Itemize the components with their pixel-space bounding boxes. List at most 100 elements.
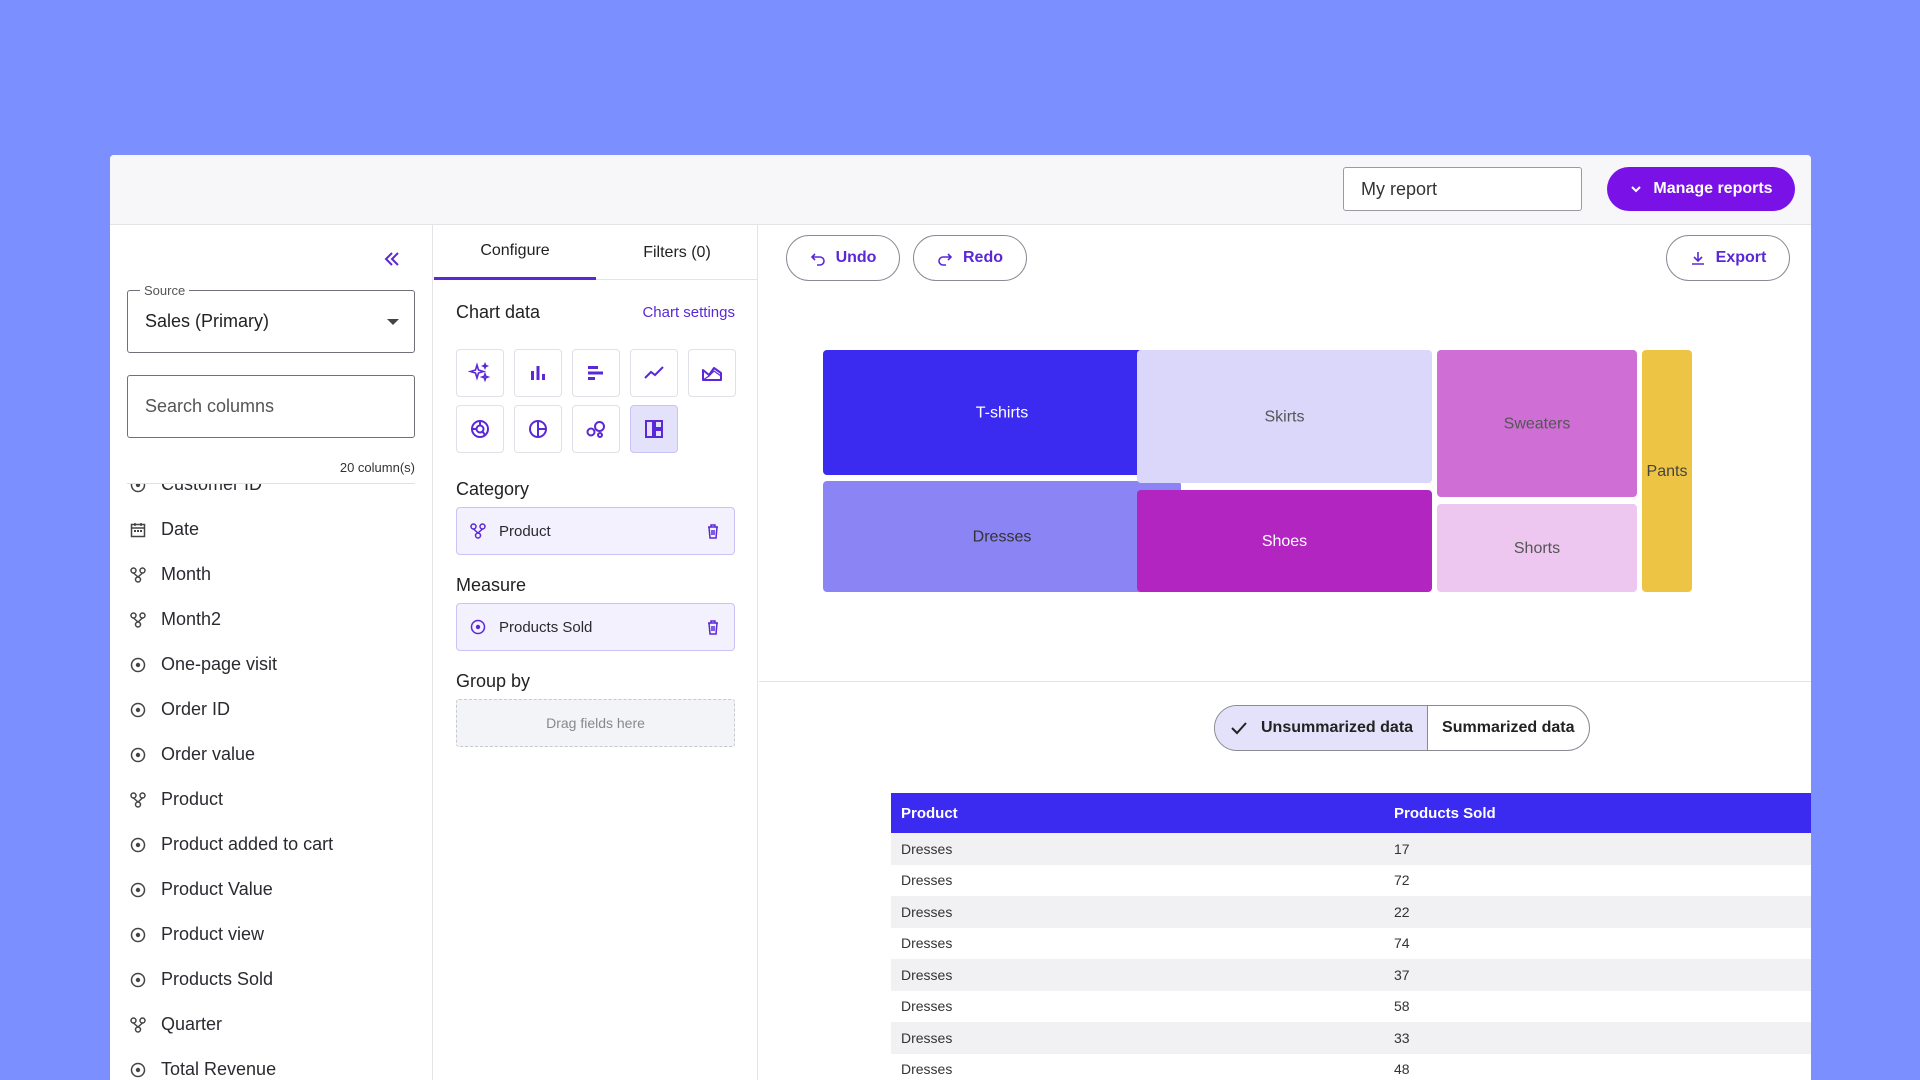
column-item[interactable]: Order ID (127, 687, 415, 732)
column-item-label: Quarter (161, 1014, 223, 1034)
table-row[interactable]: Dresses 17 (891, 833, 1811, 865)
chart-type-horizontal-bar[interactable] (572, 349, 620, 397)
column-item[interactable]: Product (127, 777, 415, 822)
column-item[interactable]: Product Value (127, 867, 415, 912)
data-table: Product Products Sold Dresses 17 Dresses 72… (891, 793, 1811, 1080)
table-row[interactable]: Dresses 33 (891, 1022, 1811, 1054)
treemap-tile-t-shirts[interactable]: T-shirts (823, 350, 1181, 475)
column-item-label: Total Revenue (161, 1059, 277, 1079)
report-name-input[interactable]: My report (1343, 167, 1582, 211)
table-header: Product Products Sold (891, 793, 1811, 833)
cell-products-sold: 22 (1394, 903, 1410, 920)
search-columns-input[interactable]: Search columns (127, 375, 415, 438)
summarized-data-button[interactable]: Summarized data (1428, 706, 1588, 750)
treemap-tile-sweaters[interactable]: Sweaters (1437, 350, 1637, 497)
table-row[interactable]: Dresses 58 (891, 991, 1811, 1023)
check-icon (1231, 722, 1247, 735)
column-item[interactable]: Month (127, 552, 415, 597)
column-list-items: Customer ID Date Month Month2 One-page visit… (127, 483, 415, 1080)
header-products-sold[interactable]: Products Sold (1394, 804, 1496, 822)
chart-settings-link[interactable]: Chart settings (642, 304, 735, 321)
table-row[interactable]: Dresses 22 (891, 896, 1811, 928)
column-item[interactable]: One-page visit (127, 642, 415, 687)
export-button[interactable]: Export (1666, 235, 1790, 281)
undo-button[interactable]: Undo (786, 235, 900, 281)
measure-icon (129, 701, 147, 719)
dimension-icon (129, 791, 147, 809)
column-item[interactable]: Product added to cart (127, 822, 415, 867)
treemap-tile-skirts[interactable]: Skirts (1137, 350, 1432, 483)
trash-icon[interactable] (704, 522, 722, 540)
table-row[interactable]: Dresses 72 (891, 865, 1811, 897)
treemap-tile-label: Shoes (1262, 533, 1307, 550)
summarized-label: Summarized data (1442, 719, 1575, 736)
measure-field-chip[interactable]: Products Sold (456, 603, 735, 651)
redo-button[interactable]: Redo (913, 235, 1027, 281)
chart-type-auto[interactable] (456, 349, 504, 397)
treemap-tile-rect[interactable] (1642, 350, 1692, 592)
cell-product: Dresses (901, 998, 953, 1015)
column-item[interactable]: Products Sold (127, 957, 415, 1002)
column-item[interactable]: Order value (127, 732, 415, 777)
cell-products-sold: 48 (1394, 1061, 1410, 1078)
chart-type-pie[interactable] (514, 405, 562, 453)
line-chart-icon (644, 366, 664, 379)
treemap-tile-rect[interactable] (823, 481, 1181, 592)
treemap-tile-rect[interactable] (1137, 490, 1432, 592)
treemap-tile-rect[interactable] (1137, 350, 1432, 483)
chart-type-bar[interactable] (514, 349, 562, 397)
column-list[interactable]: Customer ID Date Month Month2 One-page visit… (127, 483, 415, 1080)
chart-type-donut[interactable] (456, 405, 504, 453)
data-view-toggle: Unsummarized data Summarized data (1214, 705, 1590, 751)
treemap-tile-pants[interactable]: Pants (1642, 350, 1692, 592)
measure-icon (129, 656, 147, 674)
treemap-tile-rect[interactable] (823, 350, 1181, 475)
dropdown-caret-icon (387, 319, 399, 325)
manage-reports-button[interactable]: Manage reports (1607, 167, 1795, 211)
column-item-label: Customer ID (161, 483, 263, 494)
column-item-label: Product Value (161, 879, 273, 899)
column-item[interactable]: Product view (127, 912, 415, 957)
treemap-tile-rect[interactable] (1437, 350, 1637, 497)
measure-icon (129, 926, 147, 944)
tab-configure[interactable]: Configure (434, 225, 596, 280)
column-item[interactable]: Date (127, 507, 415, 552)
table-row[interactable]: Dresses 48 (891, 1054, 1811, 1080)
dimension-icon (129, 611, 147, 629)
treemap-tile-shoes[interactable]: Shoes (1137, 490, 1432, 592)
collapse-sidebar-icon[interactable] (380, 247, 404, 271)
column-item[interactable]: Total Revenue (127, 1047, 415, 1080)
chart-type-area[interactable] (688, 349, 736, 397)
trash-icon[interactable] (704, 618, 722, 636)
treemap-tile-dresses[interactable]: Dresses (823, 481, 1181, 592)
source-value: Sales (Primary) (145, 311, 270, 331)
calendar-icon (129, 521, 147, 539)
treemap-tile-shorts[interactable]: Shorts (1437, 504, 1637, 592)
column-item[interactable]: Quarter (127, 1002, 415, 1047)
chart-type-bubble[interactable] (572, 405, 620, 453)
chart-type-line[interactable] (630, 349, 678, 397)
undo-icon (810, 253, 825, 266)
table-row[interactable]: Dresses 74 (891, 928, 1811, 960)
category-field-chip[interactable]: Product (456, 507, 735, 555)
column-item[interactable]: Customer ID (127, 483, 415, 507)
cell-products-sold: 72 (1394, 872, 1410, 889)
treemap-tile-label: Sweaters (1504, 416, 1571, 433)
top-bar: My report Manage reports (110, 155, 1811, 225)
unsummarized-data-button[interactable]: Unsummarized data (1215, 706, 1429, 750)
header-product[interactable]: Product (901, 804, 958, 822)
treemap-tile-rect[interactable] (1437, 504, 1637, 592)
column-item-label: Order ID (161, 699, 231, 719)
cell-products-sold: 74 (1394, 935, 1410, 952)
tab-filters[interactable]: Filters (0) (643, 243, 711, 261)
treemap-tile-label: T-shirts (976, 405, 1028, 422)
horizontal-bar-icon (588, 366, 603, 380)
chart-type-treemap[interactable] (630, 405, 678, 453)
table-row[interactable]: Dresses 37 (891, 959, 1811, 991)
category-field-label: Product (499, 522, 551, 540)
treemap-tile-label: Dresses (973, 529, 1032, 546)
column-item[interactable]: Month2 (127, 597, 415, 642)
group-by-dropzone[interactable]: Drag fields here (456, 699, 735, 747)
measure-icon (129, 746, 147, 764)
source-select[interactable]: Source Sales (Primary) (127, 283, 415, 353)
